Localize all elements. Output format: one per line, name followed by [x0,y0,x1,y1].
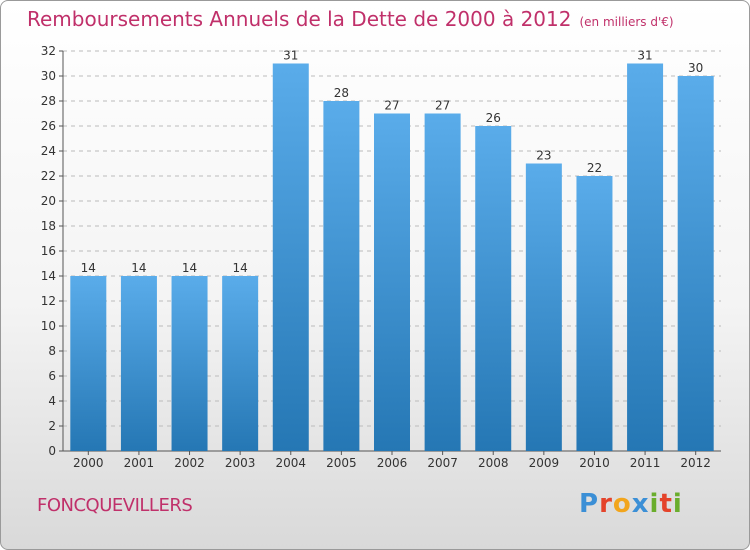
y-tick-label: 22 [41,169,56,183]
data-label: 27 [384,99,399,113]
logo-letter: t [659,489,673,519]
data-label: 14 [182,261,197,275]
bar-2012 [677,76,714,451]
y-tick-label: 32 [41,44,56,58]
logo-letter: i [649,489,660,519]
x-tick-label: 2000 [73,456,104,470]
bar-2005 [323,101,360,451]
x-tick-label: 2008 [478,456,509,470]
logo-letter: P [579,489,600,519]
data-label: 14 [81,261,96,275]
y-tick-label: 8 [48,344,56,358]
chart-title-block: Remboursements Annuels de la Dette de 20… [27,7,674,31]
bar-2001 [120,276,157,451]
bar-2002 [171,276,208,451]
bar-2000 [70,276,107,451]
logo-letter: r [599,489,613,519]
proxiti-logo: Proxiti [579,489,683,519]
bar-2011 [627,63,664,451]
y-tick-label: 6 [48,369,56,383]
data-label: 14 [233,261,248,275]
logo-letter: x [631,489,650,519]
y-tick-label: 4 [48,394,56,408]
x-tick-label: 2005 [326,456,357,470]
y-tick-label: 24 [41,144,56,158]
logo-letter: i [672,489,683,519]
y-tick-label: 14 [41,269,56,283]
bar-2006 [374,113,410,451]
y-tick-label: 28 [41,94,56,108]
chart-unit: (en milliers d'€) [579,15,674,29]
logo-letter: o [612,489,632,519]
data-label: 30 [688,61,703,75]
x-tick-label: 2001 [124,456,155,470]
y-tick-label: 16 [41,244,56,258]
commune-name: FONCQUEVILLERS [37,495,193,516]
bar-2008 [475,126,512,451]
y-tick-label: 2 [48,419,56,433]
data-label: 27 [435,99,450,113]
chart-title: Remboursements Annuels de la Dette de 20… [27,7,572,31]
data-label: 31 [637,49,652,63]
y-tick-label: 18 [41,219,56,233]
x-tick-label: 2006 [377,456,408,470]
x-tick-label: 2002 [174,456,205,470]
y-tick-label: 26 [41,119,56,133]
bar-2004 [272,63,309,451]
data-label: 23 [536,149,551,163]
x-tick-label: 2011 [630,456,661,470]
y-tick-label: 10 [41,319,56,333]
y-tick-label: 20 [41,194,56,208]
y-tick-label: 12 [41,294,56,308]
data-label: 28 [334,86,349,100]
data-label: 14 [131,261,146,275]
x-tick-label: 2007 [427,456,458,470]
x-tick-label: 2012 [680,456,711,470]
bar-2003 [222,276,259,451]
x-tick-label: 2004 [275,456,306,470]
data-label: 31 [283,49,298,63]
y-tick-label: 0 [48,444,56,458]
bar-2010 [576,176,613,451]
x-tick-label: 2003 [225,456,256,470]
x-tick-label: 2010 [579,456,610,470]
bar-2007 [424,113,461,451]
data-label: 26 [486,111,501,125]
bar-2009 [525,163,562,451]
y-tick-label: 30 [41,69,56,83]
data-label: 22 [587,161,602,175]
x-tick-label: 2009 [529,456,560,470]
